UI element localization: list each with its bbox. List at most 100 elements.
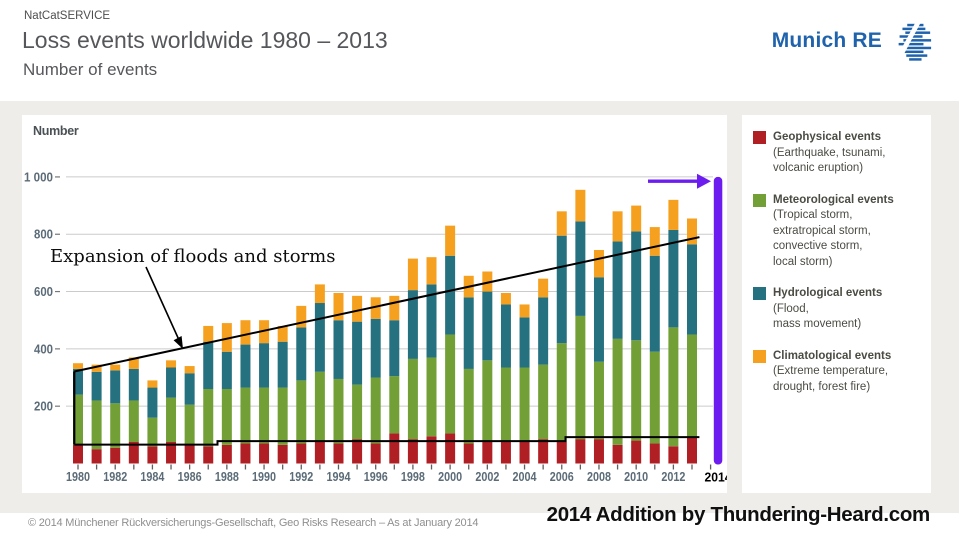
bar-segment	[686, 244, 697, 335]
y-tick-label: 200	[34, 399, 53, 414]
bar-segment	[91, 449, 102, 464]
legend-label: Meteorological events (Tropical storm, ext…	[773, 193, 894, 268]
x-tick-label: 1984	[140, 469, 165, 484]
bar-segment	[73, 394, 83, 445]
legend-item-hydrological: Hydrological events (Flood, mass movement)	[753, 286, 925, 333]
legend-label: Geophysical events (Earthquake, tsunami, v…	[773, 131, 886, 174]
x-tick-label: 1992	[289, 469, 313, 484]
bar-segment	[352, 384, 363, 440]
y-tick-label: 800	[34, 227, 53, 242]
x-tick-label: 1986	[178, 469, 202, 484]
bar-segment	[575, 315, 586, 440]
bar-segment	[73, 368, 83, 395]
bar-segment	[407, 358, 418, 440]
bar-segment	[426, 436, 437, 464]
bar-segment	[370, 377, 381, 444]
bar-segment	[370, 443, 381, 464]
bar-segment	[277, 444, 288, 464]
bar-segment	[686, 437, 697, 464]
bar-segment	[110, 370, 121, 404]
bar-segment	[91, 371, 102, 401]
bar-segment	[593, 250, 604, 278]
bar-segment	[147, 387, 158, 418]
bar-segment	[500, 304, 511, 368]
bar-segment	[166, 397, 177, 443]
bar-segment	[631, 440, 642, 464]
bar-segment	[370, 297, 381, 319]
bar-segment	[333, 320, 344, 379]
bar-segment	[519, 440, 530, 464]
bar-segment	[407, 290, 418, 359]
bar-segment	[184, 373, 195, 405]
bar-segment	[128, 357, 139, 369]
page-subtitle: Number of events	[23, 60, 158, 79]
bar-segment	[259, 343, 270, 388]
x-tick-label: 2012	[661, 469, 685, 484]
bar-segment	[277, 387, 288, 445]
bar-segment	[631, 231, 642, 341]
x-tick-label: 1994	[326, 469, 351, 484]
chart-panel: 1 000 800 600 400 200 1980 1982 1984 1986 1988 199…	[22, 115, 727, 493]
bar-segment	[184, 444, 195, 464]
loss-events-chart: 1 000 800 600 400 200 1980 1982 1984 1986 1988 199…	[24, 169, 727, 484]
bar-segment	[221, 323, 232, 352]
bar-segment	[519, 304, 530, 318]
bar-segment	[463, 297, 474, 369]
bar-segment	[482, 440, 493, 464]
legend-swatch	[753, 349, 766, 363]
bar-segment	[426, 284, 437, 358]
legend-panel: Geophysical events (Earthquake, tsunami, v…	[742, 115, 931, 493]
bar-segment	[631, 340, 642, 441]
addition-credit-text: 2014 Addition by Thundering-Heard.com	[546, 503, 931, 526]
munich-re-logo-text: Munich RE	[771, 29, 882, 52]
bar-segment	[445, 433, 456, 464]
bar-segment	[91, 364, 102, 372]
annotation-arrow	[145, 266, 183, 349]
x-tick-label: 2004	[513, 469, 538, 484]
munich-re-logo: Munich RE	[772, 20, 933, 62]
bar-segment	[538, 364, 549, 440]
bar-segment	[203, 341, 214, 389]
bar-segment	[482, 360, 493, 441]
bar-segment	[556, 211, 567, 236]
bar-segment	[184, 366, 195, 374]
bar-segment	[593, 361, 604, 440]
y-tick-label: 1 000	[24, 169, 53, 184]
x-tick-label: 1998	[401, 469, 425, 484]
x-tick-label: 1996	[364, 469, 388, 484]
bar-segment	[463, 443, 474, 464]
annotation-text: Expansion of floods and storms	[50, 246, 336, 267]
bar-segment	[686, 218, 697, 245]
bar-segment	[631, 205, 642, 232]
y-tick-label: 400	[34, 341, 53, 356]
bar-segment	[612, 444, 623, 464]
bar-segment	[668, 446, 679, 464]
upper-trend-line	[74, 236, 700, 373]
bar-segment	[91, 400, 102, 450]
bar-segment	[333, 443, 344, 464]
legend-swatch	[753, 287, 766, 300]
bar-segment	[352, 295, 363, 322]
legend-item-meteorological: Meteorological events (Tropical storm, ext…	[753, 193, 925, 271]
bar-segment	[110, 447, 121, 464]
bar-segment	[352, 439, 363, 464]
bar-segment	[110, 364, 121, 371]
bar-segment	[128, 400, 139, 443]
x-tick-label: 2006	[550, 469, 574, 484]
bar-segment	[500, 440, 511, 464]
bar-segment	[184, 404, 195, 445]
legend-swatch	[753, 131, 766, 144]
bar-segment	[240, 320, 251, 345]
x-tick-label: 1980	[66, 469, 90, 484]
x-tick-label: 2008	[587, 469, 611, 484]
bar-segment	[73, 363, 83, 369]
bar-segment	[575, 439, 586, 464]
bar-segment	[649, 227, 660, 256]
bar-segment	[221, 351, 232, 389]
bar-segment	[389, 320, 400, 377]
y-axis-title: Number	[33, 124, 79, 138]
copyright-text: © 2014 Münchener Rückversicherungs-Gesel…	[28, 517, 479, 529]
x-tick-label: 2000	[438, 469, 462, 484]
bar-segment	[240, 344, 251, 388]
